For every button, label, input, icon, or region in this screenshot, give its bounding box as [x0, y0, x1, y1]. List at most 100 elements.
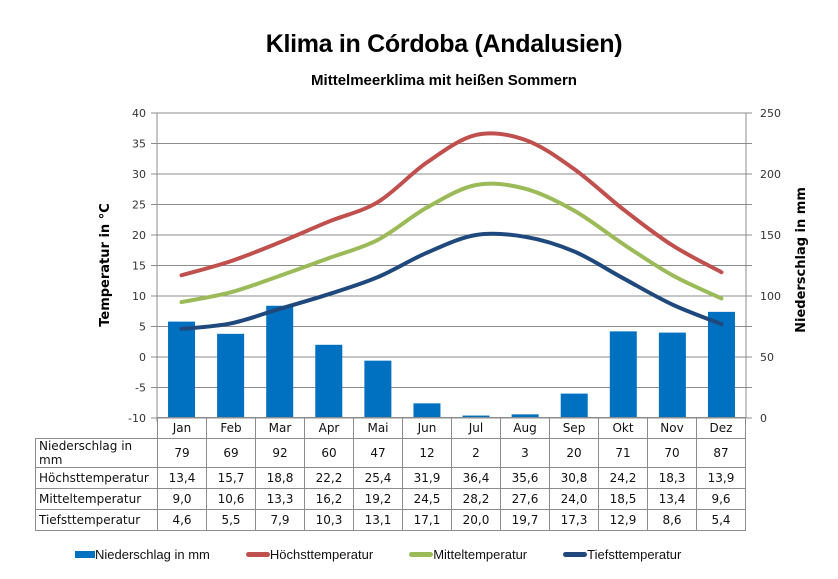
table-row: Niederschlag in mm 79 69 92 60 47 12 2 3 20 71 70 87: [35, 438, 746, 468]
table-cell: 12: [402, 438, 452, 468]
legend-line-swatch-icon: [245, 552, 270, 557]
bar-jul: [462, 415, 490, 418]
month-label: Mar: [255, 417, 305, 439]
table-cell: 9,0: [157, 488, 207, 510]
table-row: Höchsttemperatur 13,4 15,7 18,8 22,2 25,4 31,9…: [35, 467, 746, 489]
row-label: Niederschlag in mm: [35, 438, 158, 468]
month-label: Nov: [647, 417, 697, 439]
month-label: Apr: [304, 417, 354, 439]
table-cell: 69: [206, 438, 256, 468]
table-cell: 17,1: [402, 509, 452, 531]
table-cell: 20,0: [451, 509, 501, 531]
table-cell: 5,4: [696, 509, 746, 531]
row-label: Höchsttemperatur: [35, 467, 158, 489]
table-cell: 13,9: [696, 467, 746, 489]
left-tick-label: 25: [132, 199, 146, 212]
bar-sep: [560, 393, 588, 418]
row-label: Tiefsttemperatur: [35, 509, 158, 531]
line-höchsttemperatur: [179, 131, 724, 278]
legend-label: Mitteltemperatur: [433, 547, 528, 562]
left-tick-label: -10: [128, 412, 146, 425]
table-cell: 47: [353, 438, 403, 468]
legend-label: Niederschlag in mm: [95, 547, 210, 562]
left-tick-label: -5: [135, 382, 146, 395]
month-label: Dez: [696, 417, 746, 439]
table-cell: 24,5: [402, 488, 452, 510]
table-cell: 70: [647, 438, 697, 468]
table-cell: 17,3: [549, 509, 599, 531]
legend-bar-swatch-icon: [75, 551, 95, 558]
right-tick-label: 50: [760, 351, 774, 364]
temperature-lines: [179, 131, 724, 331]
table-row: Tiefsttemperatur 4,6 5,5 7,9 10,3 13,1 17,1 20,…: [35, 509, 746, 531]
table-cell: 24,2: [598, 467, 648, 489]
bar-nov: [658, 332, 686, 418]
right-tick-label: 250: [760, 107, 781, 120]
left-tick-label: 40: [132, 107, 146, 120]
table-cell: 19,2: [353, 488, 403, 510]
legend-item: Niederschlag in mm: [75, 547, 210, 562]
table-cell: 18,3: [647, 467, 697, 489]
left-tick-label: 0: [139, 351, 146, 364]
table-cell: 13,3: [255, 488, 305, 510]
right-axis-label: Niederschlag in mm: [794, 187, 809, 333]
left-tick-label: 5: [139, 321, 146, 334]
table-cell: 28,2: [451, 488, 501, 510]
table-corner: [36, 418, 158, 439]
line-mitteltemperatur: [179, 181, 724, 305]
legend-line-swatch-icon: [563, 552, 588, 557]
table-cell: 10,3: [304, 509, 354, 531]
table-cell: 18,8: [255, 467, 305, 489]
table-cell: 13,4: [157, 467, 207, 489]
table-cell: 30,8: [549, 467, 599, 489]
table-cell: 24,0: [549, 488, 599, 510]
bar-jun: [413, 403, 441, 418]
month-label: Jan: [157, 417, 207, 439]
table-cell: 71: [598, 438, 648, 468]
legend: Niederschlag in mm Höchsttemperatur Mittel…: [75, 547, 717, 562]
bar-mar: [266, 305, 294, 418]
left-tick-label: 35: [132, 138, 146, 151]
month-label: Sep: [549, 417, 599, 439]
table-cell: 19,7: [500, 509, 550, 531]
table-cell: 7,9: [255, 509, 305, 531]
left-tick-label: 20: [132, 229, 146, 242]
bar-okt: [609, 331, 637, 418]
table-cell: 92: [255, 438, 305, 468]
table-cell: 10,6: [206, 488, 256, 510]
bar-aug: [511, 414, 539, 418]
table-cell: 25,4: [353, 467, 403, 489]
table-cell: 35,6: [500, 467, 550, 489]
month-label: Jun: [402, 417, 452, 439]
left-tick-label: 10: [132, 290, 146, 303]
table-row: Mitteltemperatur 9,0 10,6 13,3 16,2 19,2 24,5 2…: [35, 488, 746, 510]
bar-apr: [315, 344, 343, 418]
legend-label: Höchsttemperatur: [269, 547, 374, 562]
table-cell: 27,6: [500, 488, 550, 510]
month-label: Mai: [353, 417, 403, 439]
row-label: Mitteltemperatur: [35, 488, 158, 510]
legend-line-swatch-icon: [409, 552, 434, 557]
table-cell: 36,4: [451, 467, 501, 489]
right-tick-label: 100: [760, 290, 781, 303]
table-cell: 13,1: [353, 509, 403, 531]
table-cell: 9,6: [696, 488, 746, 510]
chart-subtitle: Mittelmeerklima mit heißen Sommern: [311, 72, 577, 89]
table-header-row: Jan Feb Mar Apr Mai Jun Jul Aug Sep Okt Nov Dez: [36, 417, 746, 439]
left-tick-label: 30: [132, 168, 146, 181]
table-cell: 4,6: [157, 509, 207, 531]
right-tick-label: 0: [760, 412, 767, 425]
table-cell: 18,5: [598, 488, 648, 510]
month-label: Okt: [598, 417, 648, 439]
table-cell: 8,6: [647, 509, 697, 531]
legend-item: Höchsttemperatur: [245, 547, 374, 562]
table-cell: 20: [549, 438, 599, 468]
table-cell: 12,9: [598, 509, 648, 531]
legend-item: Mitteltemperatur: [409, 547, 527, 562]
axes: -10 -5 0 5 10 15 20 25 30 35 40 0 50 100 150 200 250: [128, 107, 781, 425]
table-cell: 3: [500, 438, 550, 468]
table-cell: 13,4: [647, 488, 697, 510]
table-cell: 22,2: [304, 467, 354, 489]
left-axis-label: Temperatur in °C: [98, 203, 113, 327]
table-cell: 31,9: [402, 467, 452, 489]
